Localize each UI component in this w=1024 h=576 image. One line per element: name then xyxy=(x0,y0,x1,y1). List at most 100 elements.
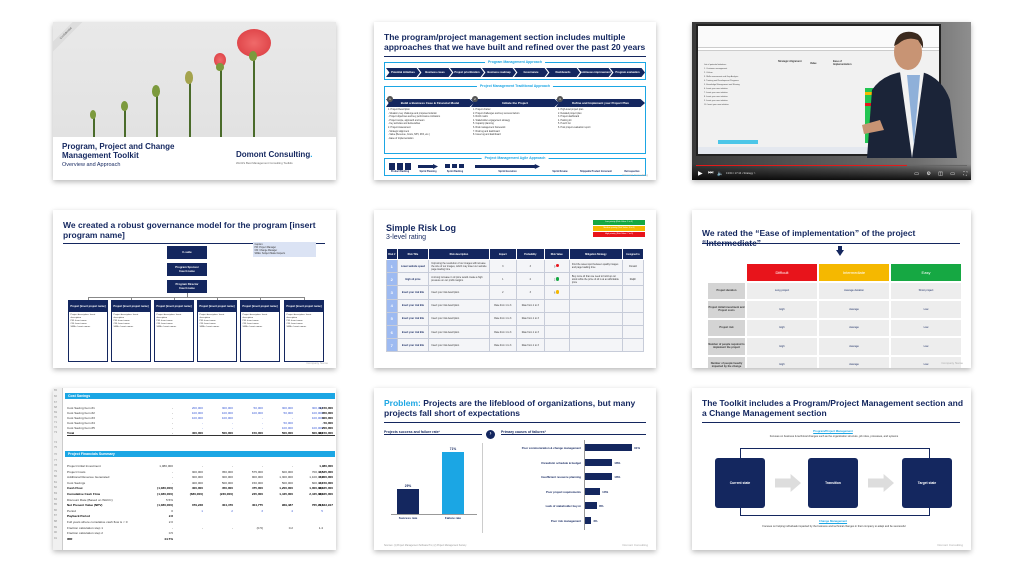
spreadsheet-row[interactable]: Cost Saving Item #3-100,000 100,000- -100,… xyxy=(67,416,333,420)
csuite-box: C-suite xyxy=(167,246,207,259)
arrow-icon xyxy=(418,164,438,169)
step-chevron: Program evaluation xyxy=(610,68,645,77)
spreadsheet-row[interactable]: Project Costs -300,000 350,000 575,000 600,0… xyxy=(67,469,333,474)
arrow-right-icon xyxy=(868,474,894,492)
step-chevron: Project prioritization xyxy=(450,68,484,77)
slide-thumbnail-approaches[interactable]: The program/project management section i… xyxy=(374,22,656,180)
traditional-approach-section: Project Management Traditional Approach … xyxy=(384,84,646,154)
table-row: 2 High oil price A strong increase in oil … xyxy=(386,272,645,287)
chevron-right-icon: › xyxy=(486,430,495,439)
left-chart-title: Projects success and failure rate¹ xyxy=(384,430,482,435)
slide-footer: Domont Consulting xyxy=(937,543,963,547)
ease-table: Difficult Intermediate Easy Project dura… xyxy=(706,262,963,368)
settings-gear-icon[interactable]: ⚙ xyxy=(926,171,931,177)
slide-thumbnail-governance[interactable]: We created a robust governance model for… xyxy=(53,210,336,368)
legend-high: High priority (Risk Value: 7 to 9) xyxy=(593,232,645,237)
play-icon[interactable]: ▶ xyxy=(698,171,703,177)
slide-thumbnail-toolkit[interactable]: The Toolkit includes a Program/Project M… xyxy=(692,388,971,550)
spreadsheet-row[interactable]: Fraction calculation step 1- - - (0.5) 0.2 1.… xyxy=(67,525,323,530)
spreadsheet-row[interactable]: Period 0 1 2 3 4 5 xyxy=(67,508,323,513)
spreadsheet-row[interactable]: Project Initial Investment 1,080,000- - - - -… xyxy=(67,464,333,468)
table-row: Project initial investment and Project c… xyxy=(708,301,961,318)
spreadsheet-row[interactable]: Payback Period 2.8 xyxy=(67,514,173,519)
step-chevron: Business cases xyxy=(418,68,452,77)
table-row: Project risk High Average Low xyxy=(708,319,961,336)
step-chevron: Potential initiatives xyxy=(386,68,420,77)
volume-icon[interactable]: 🔈 xyxy=(717,171,724,177)
spreadsheet-row[interactable]: Cost Saving Item #2-100,000 100,000 100,00… xyxy=(67,411,333,415)
failure-cause-bar xyxy=(585,458,613,466)
slide-footer: Domont Consulting xyxy=(622,173,648,177)
video-player[interactable]: Strategic Alignment Value Ease of Implem… xyxy=(692,22,971,180)
project-column: Project [insert project name] Project des… xyxy=(111,300,151,362)
table-row: 4 Insert your risk title Insert your risk … xyxy=(386,298,645,313)
confidential-ribbon: Confidential xyxy=(53,22,87,54)
table-row: 6 Insert your risk title Insert your risk … xyxy=(386,324,645,340)
video-time: 13:04 / 17:44 • Strategy > xyxy=(726,172,756,175)
spreadsheet-row[interactable]: Discount Rate (Based on WACC) 5.5% xyxy=(67,497,173,502)
project-column: Project [insert project name] Project des… xyxy=(68,300,108,362)
priority-dot-high xyxy=(555,263,560,268)
phase-number: 2 xyxy=(472,96,478,102)
spreadsheet-financials[interactable]: 65 66 Cost Savings 67 68 Cost Saving Item #1-… xyxy=(53,388,336,550)
subtitles-icon[interactable]: ▭ xyxy=(914,171,919,177)
spreadsheet-row[interactable]: Cost Savings -400,000 500,000 150,000 500,00… xyxy=(67,480,333,485)
spreadsheet-row[interactable]: Cost Saving Item #1-200,000 300,000 50,000… xyxy=(67,406,333,410)
legend-low: Low priority (Risk Value: 1 to 3) xyxy=(593,220,645,225)
slide-footer: Company Name xyxy=(306,361,328,365)
spreadsheet-row[interactable]: Net Present Value (NPV) (1,080,000) 379,22… xyxy=(67,503,333,508)
slide-thumbnail-problem[interactable]: Problem: Projects are the lifeblood of o… xyxy=(374,388,656,550)
bar-success-rate xyxy=(397,488,419,514)
program-project-management-link[interactable]: Program/Project Management xyxy=(813,429,853,433)
slide-thumbnail-risk-log[interactable]: Simple Risk Log 3-level rating Low prior… xyxy=(374,210,656,368)
phase-2-chevron: Initiate the Project xyxy=(471,99,559,107)
spreadsheet-row[interactable]: Full years where cumulative cash flow is… xyxy=(67,520,173,524)
slide-footer: Company Name xyxy=(941,361,963,365)
next-icon[interactable]: ⏭ xyxy=(708,170,714,176)
phase-3-chevron: Define and Implement your Project Plan xyxy=(556,99,645,107)
phase-2-list: 1. Project charter 2. Project challenges… xyxy=(473,109,520,137)
spreadsheet-row[interactable]: Fraction calculation step 2 0.5 xyxy=(67,531,173,536)
slide-title: We created a robust governance model for… xyxy=(63,220,316,240)
priority-dot-low xyxy=(555,277,560,281)
slide-title: The program/project management section i… xyxy=(384,32,646,52)
cover-subtitle: Overview and Approach xyxy=(62,162,121,168)
failure-cause-bar xyxy=(585,502,598,509)
slide-subtitle: 3-level rating xyxy=(386,234,427,241)
miniplayer-icon[interactable]: ◫ xyxy=(938,171,943,177)
spreadsheet-row[interactable]: IRR 44.7% xyxy=(67,536,173,541)
fullscreen-icon[interactable]: ⛶ xyxy=(963,171,967,177)
slide-thumbnail-cover[interactable]: Confidential Program, Project and Change… xyxy=(53,22,336,180)
step-chevron: Continuous improvement xyxy=(578,68,612,77)
change-management-link[interactable]: Change Management xyxy=(818,519,848,523)
table-row: 1 Lower website speed Improving the resolu… xyxy=(386,258,645,274)
spreadsheet-row[interactable]: Additional Revenue Generated -300,000 300,… xyxy=(67,475,333,480)
product-backlog-icon xyxy=(389,163,411,170)
phase-number: 1 xyxy=(387,96,393,102)
arrow-icon xyxy=(475,164,540,169)
theater-mode-icon[interactable]: ▭ xyxy=(950,171,955,177)
priority-dot-medium xyxy=(555,290,560,294)
caption-box: Caption: PM: Project Manager CM: Change … xyxy=(253,242,316,257)
bar-failure-rate xyxy=(442,452,464,514)
spreadsheet-row[interactable]: Cumulative Cash Flow (1,080,000) (680,000)… xyxy=(67,492,333,496)
failure-cause-bar xyxy=(585,516,592,524)
success-failure-bar-chart: 29% Success rate 71% Failure rate xyxy=(389,443,479,522)
spreadsheet-row[interactable]: Cost Saving Item #5- - - -100,000 100,000 200… xyxy=(67,426,333,430)
spreadsheet-row[interactable]: Total -400,000 500,000 150,000 500,000 600,00… xyxy=(67,431,333,435)
slide-title: We rated the “Ease of implementation” of… xyxy=(702,228,916,248)
phase-3-list: 1. High-level project plan 2. Detailed p… xyxy=(558,109,591,129)
cost-savings-header: Cost Savings xyxy=(65,393,335,399)
video-progress-bar[interactable] xyxy=(696,164,967,166)
project-column: Project [insert project name] Project des… xyxy=(240,300,280,362)
cover-photo-carnations: Confidential xyxy=(53,22,336,137)
spreadsheet-row[interactable]: Cost Saving Item #4- - - -50,000-50,000 xyxy=(67,421,333,425)
slide-thumbnail-ease[interactable]: We rated the “Ease of implementation” of… xyxy=(692,210,971,368)
agile-approach-section: Project Management Agile Approach Produc… xyxy=(384,156,646,176)
sprint-backlog-icon xyxy=(445,164,465,168)
table-row: Project duration Long project Average dura… xyxy=(708,282,961,299)
target-state-box: Target state xyxy=(902,458,952,508)
right-chart-title: Primary causes of failures² xyxy=(501,430,646,435)
step-chevron: Business roadmap xyxy=(482,68,516,77)
spreadsheet-row[interactable]: Cash Flow (1,080,000) 400,000 450,000 475,00… xyxy=(67,486,333,491)
